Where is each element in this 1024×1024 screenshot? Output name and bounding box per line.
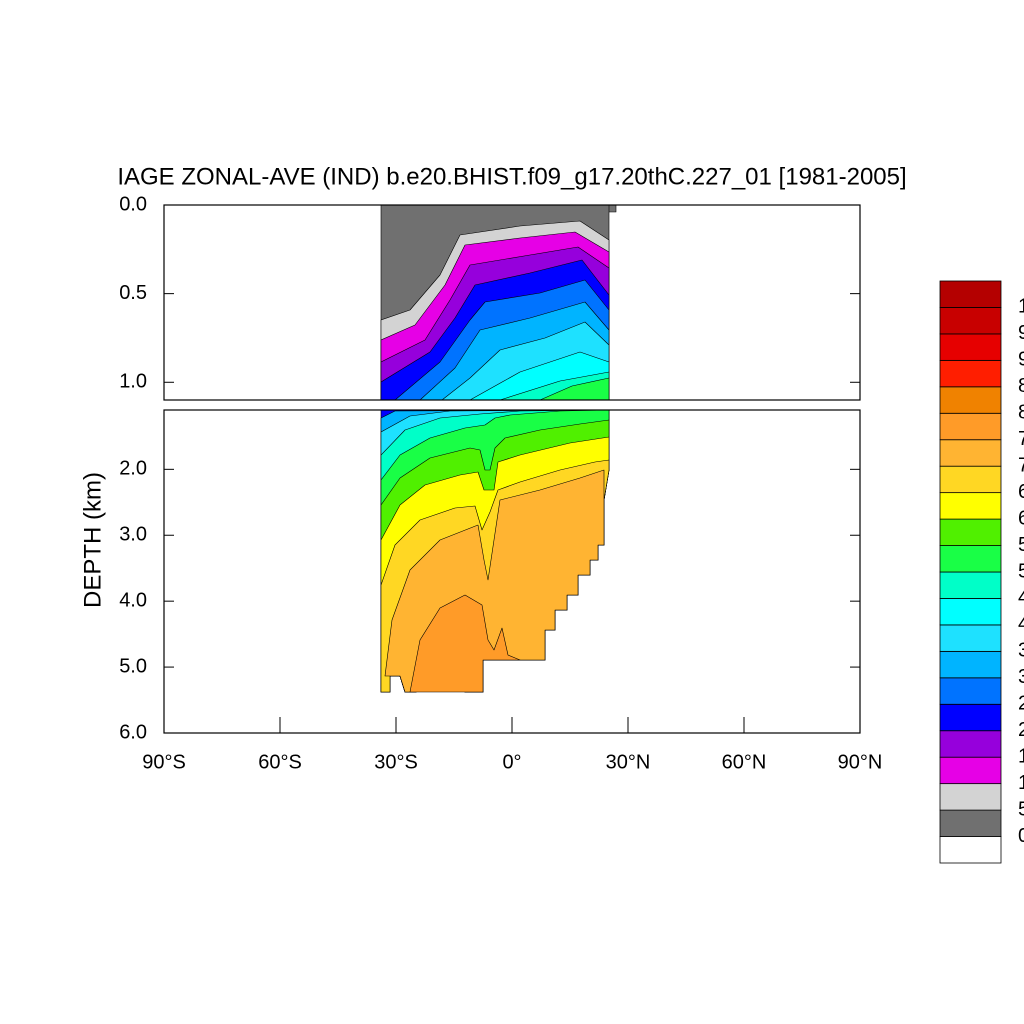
colorbar-label: 70 [1018,454,1024,476]
colorbar-label: 35 [1018,640,1024,662]
colorbar-label: 0 [1018,825,1024,847]
colorbar-box [939,571,1002,599]
colorbar-box [939,836,1002,864]
colorbar-box [939,703,1002,732]
colorbar-box [939,730,1002,758]
colorbar-label: 55 [1018,534,1024,556]
colorbar-box [939,650,1002,679]
colorbar-box [939,677,1002,705]
colorbar-box [939,809,1002,837]
colorbar-label: 85 [1018,375,1024,397]
colorbar-box [939,280,1002,308]
y-tick-label: 3.0 [119,524,147,546]
colorbar-label: 20 [1018,719,1024,741]
x-tick-label: 0° [502,751,521,773]
y-tick-label: 2.0 [119,458,147,480]
colorbar-label: 100 [1018,296,1024,318]
colorbar-label: 25 [1018,693,1024,715]
colorbar-box [939,783,1002,811]
colorbar-label: 15 [1018,745,1024,767]
y-tick-label: 0.5 [119,282,147,304]
colorbar-label: 10 [1018,772,1024,794]
x-tick-label: 60°S [258,751,302,773]
x-tick-label: 30°S [374,751,418,773]
contour-band [409,594,521,693]
colorbar-box [939,465,1002,494]
y-tick-label: 0.0 [119,193,147,215]
plot-frame [163,204,861,401]
colorbar-label: 95 [1018,322,1024,344]
colorbar-label: 75 [1018,428,1024,450]
colorbar-label: 30 [1018,666,1024,688]
chart-title: IAGE ZONAL-AVE (IND) b.e20.BHIST.f09_g17… [117,163,906,190]
contour-field [380,204,617,693]
colorbar-box [939,307,1002,335]
colorbar-label: 40 [1018,613,1024,635]
colorbar-box [939,412,1002,441]
colorbar-label: 50 [1018,560,1024,582]
colorbar-box [939,359,1002,388]
colorbar-box [939,624,1002,652]
colorbar-label: 90 [1018,349,1024,371]
colorbar-label: 60 [1018,507,1024,529]
colorbar-box [939,598,1002,626]
x-tick-label: 30°N [606,751,651,773]
x-tick-label: 90°S [142,751,186,773]
y-tick-label: 6.0 [119,721,147,743]
y-axis-label: DEPTH (km) [79,472,106,608]
colorbar-label: 80 [1018,402,1024,424]
colorbar-label: 45 [1018,587,1024,609]
colorbar-box [939,439,1002,467]
x-tick-label: 90°N [838,751,883,773]
colorbar-box [939,518,1002,546]
colorbar-label: 65 [1018,481,1024,503]
colorbar-box [939,492,1002,520]
colorbar-box [939,756,1002,785]
colorbar-box [939,386,1002,414]
colorbar-box [939,333,1002,361]
x-tick-label: 60°N [722,751,767,773]
colorbar-box [939,545,1002,573]
y-tick-label: 4.0 [119,589,147,611]
colorbar-label: 5 [1018,798,1024,820]
y-tick-label: 5.0 [119,655,147,677]
y-tick-label: 1.0 [119,371,147,393]
